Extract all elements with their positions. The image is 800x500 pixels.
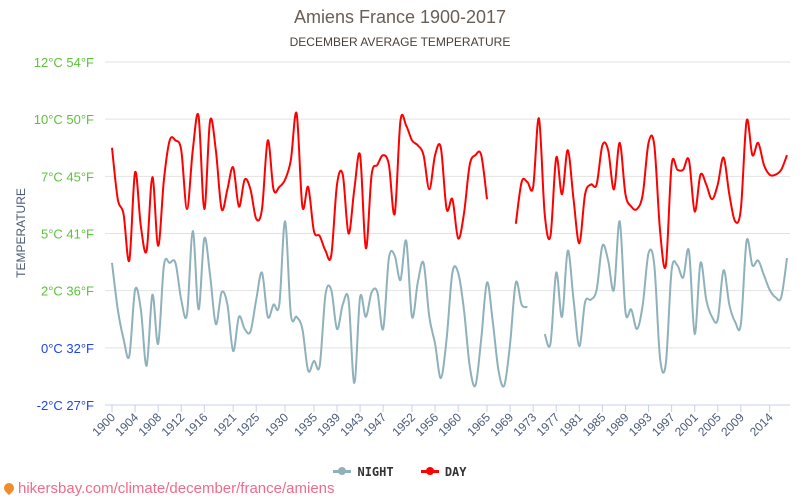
x-tick-label: 1956 [412, 410, 441, 439]
x-tick-label: 1916 [182, 410, 211, 439]
x-tick-label: 1921 [210, 410, 239, 439]
x-tick-label: 1939 [314, 410, 343, 439]
x-tick-label: 1989 [603, 410, 632, 439]
x-tick-label: 1930 [262, 410, 291, 439]
x-tick-label: 1993 [626, 410, 655, 439]
x-tick-label: 2005 [695, 410, 724, 439]
x-tick-label: 1973 [510, 410, 539, 439]
day-swatch-icon [420, 467, 439, 475]
y-axis-title: TEMPERATURE [14, 188, 28, 278]
x-tick-label: 1969 [487, 410, 516, 439]
legend-label-night: NIGHT [357, 464, 394, 479]
x-tick-label: 1904 [112, 410, 141, 439]
x-tick-label: 1977 [534, 410, 563, 439]
chart-subtitle: DECEMBER AVERAGE TEMPERATURE [289, 35, 511, 49]
legend-label-day: DAY [444, 464, 467, 479]
night-swatch-icon [333, 467, 352, 475]
x-tick-label: 1925 [234, 410, 263, 439]
y-tick-label: 7°C 45°F [41, 169, 94, 184]
y-tick-label: 2°C 36°F [41, 284, 94, 299]
x-tick-label: 2014 [747, 410, 776, 439]
x-tick-label: 1965 [464, 410, 493, 439]
x-tick-label: 1997 [649, 410, 678, 439]
y-tick-label: 12°C 54°F [34, 55, 94, 70]
x-tick-label: 2001 [672, 410, 701, 439]
x-tick-label: 1985 [580, 410, 609, 439]
x-tick-label: 1908 [135, 410, 164, 439]
y-tick-label: 0°C 32°F [41, 341, 94, 356]
series-line-day [111, 111, 488, 262]
source-url: hikersbay.com/climate/december/france/am… [18, 480, 335, 497]
series-line-night [111, 220, 528, 388]
legend: NIGHT DAY [0, 462, 800, 479]
x-tick-label: 1912 [159, 410, 188, 439]
series-line-day [514, 117, 788, 269]
y-tick-label: -2°C 27°F [37, 398, 94, 413]
x-tick-label: 1935 [291, 410, 320, 439]
x-tick-label: 2009 [718, 410, 747, 439]
x-tick-label: 1943 [337, 410, 366, 439]
y-tick-label: 5°C 41°F [41, 227, 94, 242]
location-pin-icon [1, 480, 17, 495]
x-tick-label: 1981 [557, 410, 586, 439]
y-tick-label: 10°C 50°F [34, 112, 94, 127]
x-tick-label: 1900 [89, 410, 118, 439]
series-line-night [543, 220, 788, 374]
x-tick-label: 1960 [435, 410, 464, 439]
x-tick-label: 1947 [360, 410, 389, 439]
x-tick-label: 1952 [389, 410, 418, 439]
chart-title: Amiens France 1900-2017 [293, 7, 507, 27]
source-link[interactable]: hikersbay.com/climate/december/france/am… [1, 480, 335, 497]
legend-item-night[interactable]: NIGHT [333, 464, 394, 479]
legend-item-day[interactable]: DAY [420, 464, 467, 479]
